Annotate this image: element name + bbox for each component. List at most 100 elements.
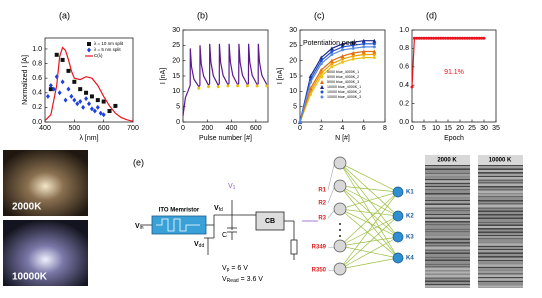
marker — [372, 53, 376, 57]
stripe — [478, 216, 523, 218]
stripe — [425, 270, 470, 271]
x-tick-label: 10 — [432, 125, 440, 132]
legend-label: 10000 blue_4000K_1 — [327, 85, 361, 89]
stripe — [478, 173, 523, 175]
marker — [458, 36, 462, 40]
stripe — [425, 281, 470, 282]
y-tick-label: 0 — [176, 119, 180, 126]
stripe — [478, 278, 523, 280]
marker — [319, 59, 323, 63]
x-axis-label: λ [nm] — [79, 135, 98, 142]
marker — [362, 56, 366, 60]
stripe — [425, 193, 470, 194]
pattern-label: 2000 K — [437, 158, 457, 164]
marker — [66, 68, 71, 73]
stripe — [478, 263, 523, 264]
series-line — [299, 40, 375, 123]
stripe — [478, 226, 523, 228]
marker — [95, 98, 100, 103]
output-label: K4 — [406, 256, 414, 262]
connection — [339, 185, 399, 238]
stripe — [425, 256, 470, 257]
stripe — [478, 268, 523, 270]
stripe — [478, 228, 523, 229]
stripe — [425, 212, 470, 214]
y-axis-label: I [nA] — [277, 68, 284, 84]
connection — [339, 162, 399, 217]
photo — [3, 150, 88, 216]
marker — [330, 49, 334, 53]
marker — [372, 38, 377, 43]
stripe — [478, 197, 523, 198]
stripe — [425, 223, 470, 225]
legend-label: λ = 10 nm split — [94, 41, 124, 46]
y-tick-label: 0.2 — [399, 100, 409, 107]
x-tick-label: 0 — [298, 125, 302, 132]
stripe — [478, 218, 523, 219]
stripe — [478, 239, 523, 240]
circuit-label: C — [222, 232, 227, 239]
stripe — [478, 200, 523, 201]
stripe — [425, 260, 470, 261]
stripe — [425, 244, 470, 246]
stripe — [425, 204, 470, 205]
marker — [66, 86, 71, 92]
stripe — [425, 246, 470, 247]
x-tick-label: 400 — [39, 125, 51, 132]
stripe — [425, 257, 470, 259]
x-tick-label: 30 — [480, 125, 488, 132]
circuit-label: CB — [265, 218, 275, 225]
stripe — [478, 223, 523, 225]
input-label: R1 — [318, 188, 326, 194]
arrow — [327, 164, 335, 191]
y-tick-label: 0.6 — [32, 75, 42, 82]
y-tick-label: 15 — [172, 73, 180, 80]
marker — [87, 101, 91, 107]
marker — [351, 54, 355, 58]
arrow — [327, 210, 335, 219]
marker — [101, 112, 106, 118]
x-axis-label: Pulse number [#] — [199, 135, 252, 142]
stripe — [478, 202, 523, 204]
circuit-label: Vdd — [194, 241, 204, 249]
stripe — [425, 229, 470, 231]
marker — [351, 51, 356, 55]
stripe — [425, 278, 470, 280]
connection — [339, 215, 399, 270]
stripe — [478, 221, 523, 222]
marker — [415, 36, 419, 40]
x-tick-label: 20 — [456, 125, 464, 132]
stripe — [425, 188, 470, 190]
stripe — [478, 205, 523, 207]
stripe — [478, 270, 523, 271]
marker — [341, 57, 344, 61]
marker — [361, 38, 366, 43]
stripe — [425, 272, 470, 274]
stripe — [478, 184, 523, 186]
series-line — [299, 46, 375, 123]
marker — [84, 96, 89, 102]
stripe — [478, 235, 523, 236]
input-node — [333, 202, 347, 216]
series-line — [299, 43, 375, 123]
marker — [456, 36, 460, 40]
marker — [48, 87, 53, 92]
marker — [340, 41, 345, 46]
marker — [298, 120, 302, 124]
x-tick-label: 600 — [98, 125, 110, 132]
connection — [339, 208, 399, 217]
stripe — [425, 228, 470, 229]
marker — [341, 45, 344, 49]
marker — [451, 36, 455, 40]
connection — [339, 185, 399, 217]
x-tick-label: 6 — [362, 125, 366, 132]
annotation: 91.1% — [444, 69, 464, 76]
panel-label: (b) — [197, 10, 208, 20]
stripe — [478, 281, 523, 282]
y-tick-label: 30 — [289, 27, 297, 34]
marker — [472, 36, 476, 40]
stripe — [478, 258, 523, 260]
arrow — [327, 269, 335, 272]
stripe — [478, 253, 523, 254]
y-tick-label: 25 — [289, 42, 297, 49]
